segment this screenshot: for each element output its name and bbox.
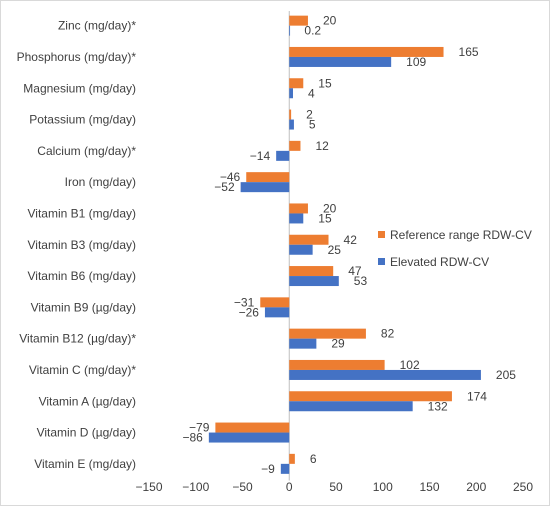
reference-value-label: −79 bbox=[189, 421, 210, 435]
category-label: Calcium (mg/day)* bbox=[37, 144, 136, 158]
reference-value-label: −31 bbox=[234, 295, 255, 309]
category-label: Vitamin A (µg/day) bbox=[39, 394, 136, 408]
x-tick-label: 150 bbox=[419, 480, 439, 494]
legend-label: Reference range RDW-CV bbox=[390, 228, 532, 242]
category-label: Vitamin B6 (mg/day) bbox=[28, 269, 137, 283]
elevated-bar bbox=[289, 119, 294, 130]
reference-value-label: 82 bbox=[381, 327, 395, 341]
elevated-value-label: 53 bbox=[354, 274, 368, 288]
x-tick-label: −100 bbox=[182, 480, 209, 494]
category-label: Potassium (mg/day) bbox=[29, 113, 136, 127]
elevated-bar bbox=[289, 369, 481, 380]
legend-swatch bbox=[378, 258, 385, 265]
reference-bar bbox=[289, 46, 444, 57]
elevated-value-label: 15 bbox=[318, 211, 332, 225]
x-tick-label: −150 bbox=[135, 480, 162, 494]
reference-bar bbox=[289, 359, 385, 370]
reference-bar bbox=[289, 266, 334, 277]
elevated-value-label: 205 bbox=[496, 368, 516, 382]
elevated-bar bbox=[289, 88, 293, 99]
elevated-bar bbox=[289, 401, 413, 412]
elevated-value-label: 109 bbox=[406, 55, 426, 69]
legend-swatch bbox=[378, 231, 385, 238]
reference-bar bbox=[289, 453, 295, 464]
elevated-value-label: −52 bbox=[214, 180, 235, 194]
reference-bar bbox=[260, 297, 290, 308]
reference-bar bbox=[246, 172, 290, 183]
legend-label: Elevated RDW-CV bbox=[390, 255, 489, 269]
reference-bar bbox=[289, 234, 329, 245]
category-label: Vitamin B12 (µg/day)* bbox=[19, 332, 136, 346]
elevated-value-label: 0.2 bbox=[304, 24, 321, 38]
elevated-bar bbox=[289, 25, 291, 36]
elevated-value-label: 25 bbox=[328, 243, 342, 257]
elevated-value-label: 4 bbox=[308, 86, 315, 100]
elevated-value-label: −14 bbox=[250, 149, 271, 163]
reference-value-label: 47 bbox=[348, 264, 362, 278]
category-label: Vitamin E (mg/day) bbox=[34, 457, 136, 471]
category-label: Vitamin B3 (mg/day) bbox=[28, 238, 137, 252]
x-tick-label: −50 bbox=[232, 480, 253, 494]
reference-value-label: 165 bbox=[459, 45, 479, 59]
elevated-bar bbox=[289, 276, 339, 287]
reference-value-label: 102 bbox=[400, 358, 420, 372]
elevated-value-label: 29 bbox=[331, 337, 345, 351]
elevated-value-label: −9 bbox=[261, 462, 275, 476]
reference-bar bbox=[289, 328, 366, 339]
elevated-value-label: 5 bbox=[309, 118, 316, 132]
elevated-bar bbox=[289, 244, 313, 255]
reference-bar bbox=[289, 78, 304, 89]
x-tick-label: 200 bbox=[466, 480, 486, 494]
reference-bar bbox=[289, 391, 452, 402]
reference-value-label: 6 bbox=[310, 452, 317, 466]
reference-value-label: 42 bbox=[344, 233, 358, 247]
category-label: Iron (mg/day) bbox=[65, 175, 136, 189]
category-label: Vitamin B1 (mg/day) bbox=[28, 206, 137, 220]
elevated-bar bbox=[264, 307, 290, 318]
reference-bar bbox=[289, 140, 301, 151]
reference-value-label: 2 bbox=[306, 108, 313, 122]
reference-value-label: 12 bbox=[315, 139, 329, 153]
x-tick-label: 50 bbox=[329, 480, 343, 494]
x-tick-label: 250 bbox=[513, 480, 533, 494]
elevated-bar bbox=[240, 182, 290, 193]
category-label: Vitamin D (µg/day) bbox=[37, 426, 136, 440]
x-tick-label: 0 bbox=[286, 480, 293, 494]
elevated-value-label: 132 bbox=[428, 399, 448, 413]
reference-value-label: 20 bbox=[323, 201, 337, 215]
reference-bar bbox=[289, 109, 292, 120]
elevated-bar bbox=[289, 56, 392, 67]
elevated-value-label: −86 bbox=[182, 431, 203, 445]
category-label: Vitamin C (mg/day)* bbox=[29, 363, 136, 377]
category-label: Phosphorus (mg/day)* bbox=[17, 50, 137, 64]
elevated-value-label: −26 bbox=[239, 305, 260, 319]
reference-value-label: 15 bbox=[318, 76, 332, 90]
reference-bar bbox=[289, 15, 308, 26]
elevated-bar bbox=[208, 432, 290, 443]
category-label: Vitamin B9 (µg/day) bbox=[31, 300, 136, 314]
x-tick-label: 100 bbox=[373, 480, 393, 494]
reference-value-label: 174 bbox=[467, 389, 487, 403]
category-label: Zinc (mg/day)* bbox=[58, 19, 136, 33]
reference-bar bbox=[289, 203, 308, 214]
reference-bar bbox=[215, 422, 290, 433]
elevated-bar bbox=[289, 213, 304, 224]
elevated-bar bbox=[289, 338, 317, 349]
elevated-bar bbox=[276, 150, 290, 161]
reference-value-label: −46 bbox=[220, 170, 241, 184]
reference-value-label: 20 bbox=[323, 14, 337, 28]
category-label: Magnesium (mg/day) bbox=[23, 81, 136, 95]
elevated-bar bbox=[280, 463, 290, 474]
